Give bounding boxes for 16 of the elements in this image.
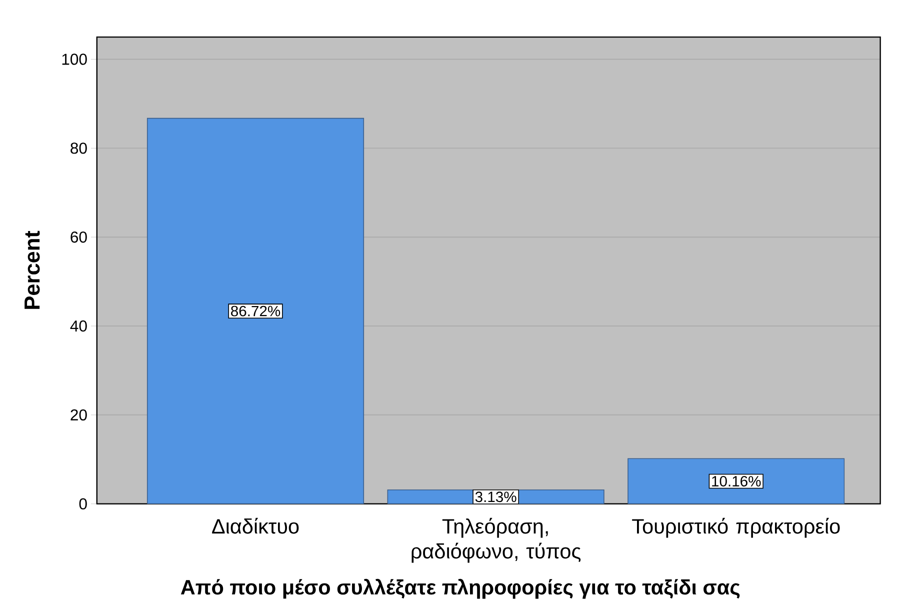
y-tick-label: 60 — [70, 232, 87, 243]
x-tick-label: Τουριστικό πρακτορείο — [632, 518, 840, 538]
data-label: 86.72% — [231, 306, 280, 316]
y-tick-label: 40 — [70, 320, 87, 332]
x-tick-label: Διαδίκτυο — [212, 518, 299, 534]
y-tick-label: 100 — [62, 54, 87, 66]
y-tick-label: 20 — [70, 410, 87, 421]
y-axis-title: Percent — [24, 231, 40, 310]
data-label: 10.16% — [712, 476, 761, 487]
y-tick-label: 0 — [79, 498, 87, 510]
bar — [147, 118, 364, 504]
x-axis-title: Από ποιο μέσο συλλέξατε πληροφορίες για το ταξίδι σας — [180, 579, 740, 599]
bar — [628, 458, 845, 504]
x-tick-label: Τηλεόραση, ραδιόφωνο, τύπος — [412, 518, 581, 563]
data-label: 3.13% — [475, 492, 516, 502]
y-tick-label: 80 — [70, 142, 87, 154]
